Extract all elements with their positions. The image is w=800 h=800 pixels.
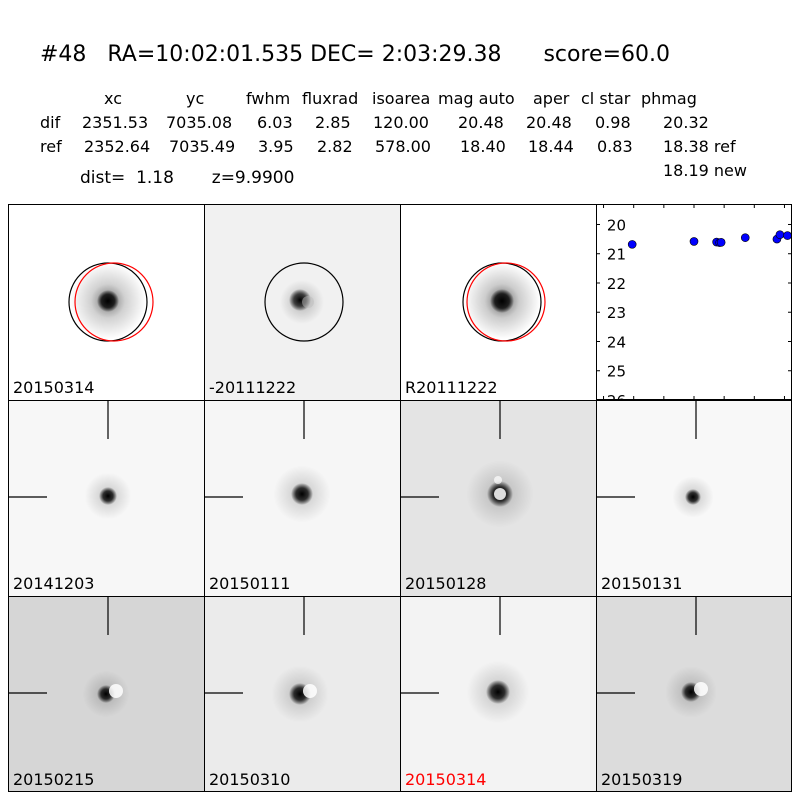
distance-redshift: dist= 1.18 z=9.9900 — [80, 168, 295, 188]
image-panel-epoch: 20150314 — [400, 596, 596, 792]
new-phmag: 18.19 new — [663, 161, 747, 180]
dif-fwhm: 6.03 — [257, 113, 293, 132]
panel-label: 20141203 — [13, 574, 95, 593]
ref-xc: 2352.64 — [84, 137, 151, 156]
dif-fluxrad: 2.85 — [315, 113, 351, 132]
col-header-xc: xc — [104, 89, 122, 108]
ref-cl-star: 0.83 — [597, 137, 633, 156]
panel-label: 20150111 — [209, 574, 291, 593]
panel-label: 20150131 — [601, 574, 683, 593]
stamp-image — [596, 596, 792, 792]
col-header-mag-auto: mag auto — [438, 89, 515, 108]
panel-label: 20150314 — [13, 378, 95, 397]
stamp-image — [204, 400, 400, 596]
dif-phmag: 20.32 — [663, 113, 709, 132]
panel-label: 20150314 — [405, 770, 487, 789]
row-label-dif: dif — [40, 113, 61, 132]
row-label-ref: ref — [40, 137, 62, 156]
stamp-image — [8, 596, 204, 792]
stamp-image — [400, 596, 596, 792]
image-panel-epoch: 20150111 — [204, 400, 400, 596]
col-header-yc: yc — [186, 89, 205, 108]
light-curve-plot: 20212223242526−120−100−80−60−40−200 — [583, 204, 792, 423]
panel-label: -20111222 — [209, 378, 297, 397]
image-panel-diff: -20111222 — [204, 204, 400, 400]
image-panel-epoch: 20141203 — [8, 400, 204, 596]
image-panel-epoch: 20150131 — [596, 400, 792, 596]
dif-cl-star: 0.98 — [595, 113, 631, 132]
ref-fwhm: 3.95 — [258, 137, 294, 156]
data-point — [716, 238, 726, 247]
image-panel-reference: R20111222 — [400, 204, 596, 400]
col-header-isoarea: isoarea — [372, 89, 431, 108]
ref-mag-auto: 18.40 — [460, 137, 506, 156]
image-panel-epoch: 20150215 — [8, 596, 204, 792]
ref-phmag: 18.38 ref — [663, 137, 736, 156]
dif-yc: 7035.08 — [166, 113, 233, 132]
y-tick-label: 25 — [607, 363, 626, 381]
y-tick-label: 23 — [607, 304, 626, 322]
dif-mag-auto: 20.48 — [458, 113, 504, 132]
stamp-image — [204, 596, 400, 792]
stamp-image — [204, 204, 400, 400]
col-header-fwhm: fwhm — [246, 89, 291, 108]
col-header-aper: aper — [533, 89, 570, 108]
data-point — [740, 233, 750, 242]
stamp-image — [400, 204, 596, 400]
y-tick-label: 24 — [607, 333, 626, 351]
image-panel-epoch: 20150319 — [596, 596, 792, 792]
stamp-image — [400, 400, 596, 596]
page-title: #48 RA=10:02:01.535 DEC= 2:03:29.38 scor… — [40, 42, 670, 67]
stamp-image — [8, 204, 204, 400]
panel-label: 20150319 — [601, 770, 683, 789]
dif-xc: 2351.53 — [82, 113, 149, 132]
y-tick-label: 20 — [607, 216, 626, 234]
panel-label: 20150128 — [405, 574, 487, 593]
col-header-fluxrad: fluxrad — [302, 89, 359, 108]
data-point — [627, 240, 637, 249]
image-panel-epoch: 20150310 — [204, 596, 400, 792]
image-panel-new: 20150314 — [8, 204, 204, 400]
col-header-phmag: phmag — [641, 89, 697, 108]
panel-label: 20150310 — [209, 770, 291, 789]
image-panel-epoch: 20150128 — [400, 400, 596, 596]
panel-label: R20111222 — [405, 378, 498, 397]
stamp-image — [596, 400, 792, 596]
stamp-image — [8, 400, 204, 596]
y-tick-label: 22 — [607, 275, 626, 293]
ref-fluxrad: 2.82 — [317, 137, 353, 156]
data-point — [783, 231, 792, 240]
dif-isoarea: 120.00 — [373, 113, 429, 132]
dif-aper: 20.48 — [526, 113, 572, 132]
data-point — [775, 230, 785, 240]
col-header-cl-star: cl star — [581, 89, 631, 108]
panel-label: 20150215 — [13, 770, 95, 789]
ref-yc: 7035.49 — [169, 137, 236, 156]
data-point — [689, 237, 699, 246]
ref-isoarea: 578.00 — [375, 137, 431, 156]
ref-aper: 18.44 — [528, 137, 574, 156]
y-tick-label: 21 — [607, 246, 626, 264]
